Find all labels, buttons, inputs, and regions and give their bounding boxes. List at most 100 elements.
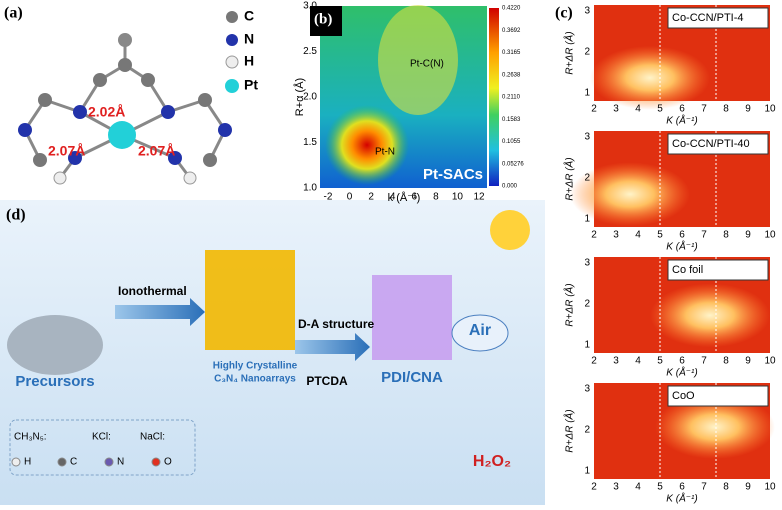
x-tick-label: 10	[764, 104, 776, 115]
x-tick-label: 10	[452, 192, 464, 203]
x-tick-label: 6	[679, 230, 685, 241]
sample-box	[667, 259, 769, 281]
x-tick-label: 10	[764, 356, 776, 367]
x-tick-label: 5	[657, 104, 663, 115]
legend-atom	[104, 457, 114, 467]
contour-peak	[570, 162, 690, 227]
x-tick-label: 7	[701, 104, 707, 115]
panel-label: (d)	[6, 207, 26, 224]
x-axis-label: k (Å⁻¹)	[388, 191, 421, 204]
x-tick-label: 2	[591, 482, 597, 493]
contour-peak	[590, 45, 710, 110]
process-label: Highly Crystalline	[213, 361, 298, 372]
x-axis-label: K (Å⁻¹)	[666, 114, 697, 127]
atom-legend: H	[244, 53, 254, 69]
step-label: Ionothermal	[118, 284, 187, 298]
colorbar-label: 0.3692	[502, 28, 521, 34]
legend-atom	[11, 457, 21, 467]
colorbar	[489, 8, 499, 186]
panel-label: (b)	[314, 11, 332, 27]
process-label: C₃N₄ Nanoarrays	[214, 374, 296, 385]
legend-label: H	[24, 457, 31, 468]
x-axis-label: K (Å⁻¹)	[666, 492, 697, 505]
y-axis-label: R+ΔR (Å)	[563, 157, 576, 200]
process-arrows	[7, 210, 530, 476]
y-tick-label: 3.0	[303, 1, 317, 12]
contour-peak	[378, 5, 458, 115]
x-tick-label: 4	[635, 356, 641, 367]
x-tick-label: 8	[723, 230, 729, 241]
colorbar-label: 0.2638	[502, 72, 521, 78]
y-tick-label: 1	[584, 340, 590, 351]
annotation: Pt-N	[375, 147, 395, 158]
y-tick-label: 2	[584, 299, 590, 310]
sample-label: Co-CCN/PTI-40	[672, 138, 750, 150]
contour-peak	[655, 395, 775, 459]
legend-label: N	[117, 457, 124, 468]
atom-legend: C	[244, 8, 254, 24]
x-tick-label: 6	[679, 356, 685, 367]
bond-length: 2.07Å	[138, 143, 175, 159]
sample-box	[310, 6, 342, 36]
x-tick-label: 12	[473, 192, 485, 203]
step-label: D-A structure	[298, 317, 375, 331]
x-tick-label: 10	[764, 230, 776, 241]
legend-label: C	[70, 457, 77, 468]
x-tick-label: 3	[613, 482, 619, 493]
y-tick-label: 1.0	[303, 183, 317, 194]
x-tick-label: 6	[412, 192, 418, 203]
x-axis-label: K (Å⁻¹)	[666, 240, 697, 253]
colorbar-label: 0.1055	[502, 139, 521, 145]
contour-peak	[325, 105, 409, 185]
y-tick-label: 2	[584, 173, 590, 184]
atom-legend: N	[244, 31, 254, 47]
y-tick-label: 3	[584, 6, 590, 17]
y-tick-label: 2.5	[303, 46, 317, 57]
y-axis-label: R+α (Å)	[293, 78, 306, 116]
x-tick-label: -2	[324, 192, 333, 203]
legend-atom	[57, 457, 67, 467]
bond-length: 2.07Å	[48, 143, 85, 159]
x-tick-label: 6	[679, 482, 685, 493]
x-tick-label: 4	[635, 482, 641, 493]
process-label: H₂O₂	[473, 453, 511, 470]
x-tick-label: 7	[701, 230, 707, 241]
sample-box	[667, 385, 769, 407]
x-tick-label: 9	[745, 356, 751, 367]
colorbar-label: 0.3165	[502, 50, 521, 56]
process-label: PTCDA	[306, 374, 348, 388]
x-tick-label: 7	[701, 356, 707, 367]
panel-label: (c)	[555, 5, 573, 22]
x-tick-label: 5	[657, 230, 663, 241]
x-tick-label: 9	[745, 230, 751, 241]
y-tick-label: 2	[584, 425, 590, 436]
x-tick-label: 8	[723, 356, 729, 367]
process-label: PDI/CNA	[381, 369, 443, 386]
y-tick-label: 3	[584, 258, 590, 269]
x-tick-label: 4	[635, 104, 641, 115]
colorbar-label: 0.1583	[502, 117, 521, 123]
x-tick-label: 0	[347, 192, 353, 203]
x-tick-label: 8	[723, 104, 729, 115]
x-tick-label: 5	[657, 482, 663, 493]
x-tick-label: 2	[591, 230, 597, 241]
panel-label: (a)	[4, 5, 23, 22]
colorbar-label: 0.4220	[502, 6, 521, 12]
x-tick-label: 8	[723, 482, 729, 493]
x-tick-label: 3	[613, 230, 619, 241]
x-tick-label: 4	[635, 230, 641, 241]
colorbar-label: 0.000	[502, 184, 518, 190]
x-tick-label: 2	[368, 192, 374, 203]
x-tick-label: 2	[591, 104, 597, 115]
y-axis-label: R+ΔR (Å)	[563, 283, 576, 326]
sample-label: CoO	[672, 390, 695, 402]
y-tick-label: 1.5	[303, 137, 317, 148]
legend-label: KCl:	[92, 432, 111, 443]
y-tick-label: 3	[584, 132, 590, 143]
colorbar-label: 0.05276	[502, 161, 524, 167]
legend-label: O	[164, 457, 172, 468]
sample-label: Co-CCN/PTI-4	[672, 12, 744, 24]
legend-atom	[151, 457, 161, 467]
colorbar-label: 0.2110	[502, 95, 521, 101]
